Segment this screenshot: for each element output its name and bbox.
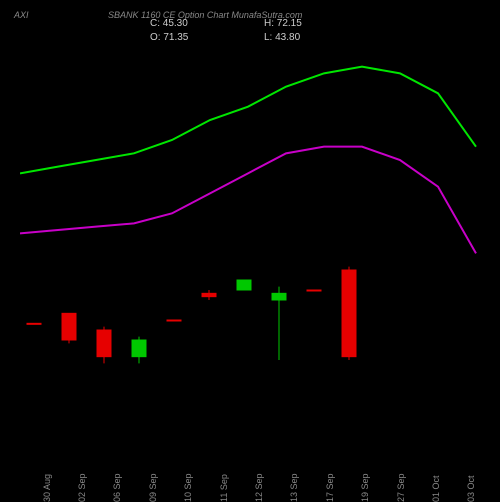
- ohlc-h: H: 72.15: [264, 18, 302, 29]
- chart-svg: [20, 40, 480, 440]
- ohlc-c-label: C:: [150, 18, 160, 29]
- header-left-label: AXI: [14, 10, 29, 20]
- x-axis-label: 12 Sep: [254, 473, 264, 502]
- x-axis-label: 19 Sep: [360, 473, 370, 502]
- ohlc-c-value: 45.30: [163, 18, 188, 29]
- x-axis-label: 06 Sep: [112, 473, 122, 502]
- chart-area: [20, 40, 480, 440]
- ohlc-c: C: 45.30: [150, 18, 188, 29]
- ohlc-h-label: H:: [264, 18, 274, 29]
- x-axis-label: 01 Oct: [431, 475, 441, 502]
- x-axis: 30 Aug 02 Sep 06 Sep 09 Sep 10 Sep 11 Sep 12 S…: [20, 450, 480, 500]
- x-axis-label: 03 Oct: [466, 475, 476, 502]
- x-axis-label: 02 Sep: [77, 473, 87, 502]
- x-axis-label: 11 Sep: [219, 474, 229, 502]
- x-axis-label: 10 Sep: [183, 473, 193, 502]
- x-axis-label: 13 Sep: [289, 473, 299, 502]
- x-axis-label: 17 Sep: [325, 473, 335, 502]
- x-axis-label: 27 Sep: [396, 473, 406, 502]
- ohlc-h-value: 72.15: [277, 18, 302, 29]
- x-axis-label: 30 Aug: [42, 474, 52, 502]
- x-axis-label: 09 Sep: [148, 473, 158, 502]
